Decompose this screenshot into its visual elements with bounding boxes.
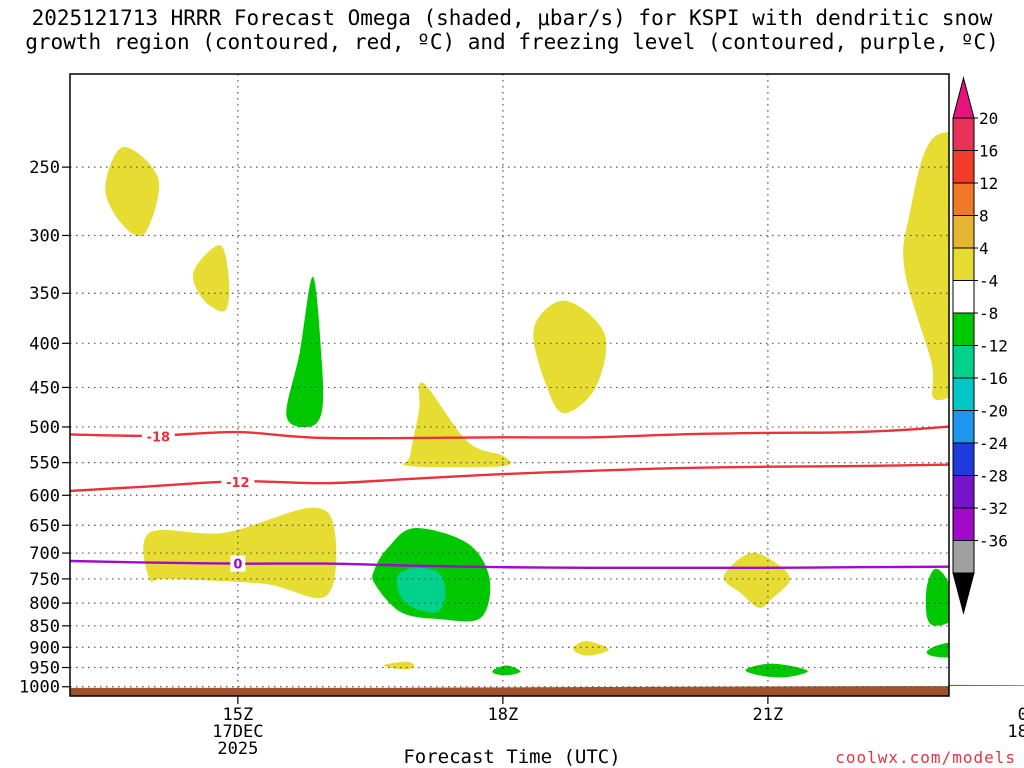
colorbar-box-9 bbox=[952, 377, 975, 411]
colorbar-box-7 bbox=[952, 312, 975, 346]
colorbar-box-10 bbox=[952, 410, 975, 444]
colorbar-box-13 bbox=[952, 507, 975, 541]
x-axis-label: Forecast Time (UTC) bbox=[403, 746, 621, 768]
colorbar-label-12: 12 bbox=[979, 174, 998, 193]
colorbar-label--8: -8 bbox=[979, 304, 998, 323]
omega-region-3 bbox=[286, 276, 324, 428]
y-tick-label-800: 800 bbox=[29, 594, 60, 614]
colorbar-label--4: -4 bbox=[979, 272, 998, 291]
contour-label-bg--12 bbox=[221, 473, 255, 490]
colorbar-label--36: -36 bbox=[979, 532, 1008, 551]
omega-region-7 bbox=[143, 507, 337, 599]
omega-region-12 bbox=[492, 665, 521, 676]
colorbar-label--32: -32 bbox=[979, 499, 1008, 518]
y-tick-label-700: 700 bbox=[29, 544, 60, 564]
colorbar-label--20: -20 bbox=[979, 402, 1008, 421]
x-tick-label-15Z: 15Z bbox=[222, 705, 253, 725]
y-tick-label-1000: 1000 bbox=[19, 678, 60, 698]
omega-region-14 bbox=[745, 663, 808, 678]
colorbar-box-12 bbox=[952, 475, 975, 509]
contour--12 bbox=[70, 463, 949, 493]
colorbar-box-11 bbox=[952, 442, 975, 476]
colorbar-box-5 bbox=[952, 247, 975, 281]
title-line-1: 2025121713 HRRR Forecast Omega (shaded, … bbox=[31, 6, 993, 30]
omega-region-6 bbox=[903, 132, 949, 401]
colorbar-bottom-arrow bbox=[952, 572, 975, 615]
contour--18 bbox=[70, 425, 949, 440]
x-tick-label-2025: 2025 bbox=[217, 739, 258, 759]
colorbar-top-arrow bbox=[952, 76, 975, 119]
colorbar-label-16: 16 bbox=[979, 142, 998, 161]
omega-region-10 bbox=[723, 552, 791, 608]
omega-region-1 bbox=[105, 146, 160, 237]
colorbar-label--24: -24 bbox=[979, 434, 1008, 453]
omega-shading bbox=[105, 132, 949, 678]
omega-region-5 bbox=[533, 300, 607, 414]
omega-region-11 bbox=[383, 661, 415, 670]
colorbar-box-8 bbox=[952, 345, 975, 379]
omega-region-4 bbox=[402, 382, 512, 468]
colorbar-label-8: 8 bbox=[979, 207, 989, 226]
y-tick-label-750: 750 bbox=[29, 570, 60, 590]
y-tick-label-950: 950 bbox=[29, 659, 60, 679]
y-tick-label-600: 600 bbox=[29, 486, 60, 506]
y-axis: 2503003504004505005506006507007508008509… bbox=[19, 158, 70, 698]
x-tick-label-18DEC: 18DEC bbox=[1007, 722, 1024, 742]
chart-title: 2025121713 HRRR Forecast Omega (shaded, … bbox=[0, 6, 1024, 54]
ground-layer bbox=[70, 684, 1024, 696]
y-tick-label-650: 650 bbox=[29, 516, 60, 536]
contour-label-bg-0 bbox=[230, 555, 246, 572]
x-axis: 15Z17DEC202518Z21Z00Z18DEC03Z06Z bbox=[212, 696, 1024, 759]
y-tick-label-900: 900 bbox=[29, 638, 60, 658]
y-tick-label-500: 500 bbox=[29, 418, 60, 438]
contour-0 bbox=[70, 559, 949, 570]
colorbar-box-3 bbox=[952, 182, 975, 216]
colorbar-box-14 bbox=[952, 540, 975, 574]
colorbar-label-20: 20 bbox=[979, 109, 998, 128]
x-tick-label-00Z: 00Z bbox=[1018, 705, 1024, 725]
colorbar-box-4 bbox=[952, 215, 975, 249]
contour-label-0: 0 bbox=[233, 558, 242, 573]
y-tick-label-550: 550 bbox=[29, 454, 60, 474]
colorbar: 20 16 12 8 4 -4 -8 -12 -16 -20 -24 -28 -32 -36 bbox=[952, 76, 1008, 615]
y-tick-label-450: 450 bbox=[29, 378, 60, 398]
y-tick-label-850: 850 bbox=[29, 617, 60, 637]
ground-surface bbox=[70, 684, 1024, 696]
colorbar-label--28: -28 bbox=[979, 467, 1008, 486]
colorbar-label--16: -16 bbox=[979, 369, 1008, 388]
y-tick-label-250: 250 bbox=[29, 158, 60, 178]
omega-region-9 bbox=[396, 568, 446, 613]
omega-region-16 bbox=[926, 642, 949, 658]
contour-label--12: -12 bbox=[226, 476, 250, 491]
contour-label-bg--18 bbox=[141, 428, 175, 445]
colorbar-label-4: 4 bbox=[979, 239, 989, 258]
y-tick-label-350: 350 bbox=[29, 284, 60, 304]
title-line-2: growth region (contoured, red, ºC) and f… bbox=[25, 30, 999, 54]
plot-frame bbox=[69, 73, 950, 697]
omega-region-15 bbox=[925, 568, 949, 626]
contour-label--18: -18 bbox=[147, 431, 171, 446]
credit-link[interactable]: coolwx.com/models bbox=[835, 748, 1016, 767]
x-tick-label-17DEC: 17DEC bbox=[212, 722, 263, 742]
colorbar-box-1 bbox=[952, 117, 975, 151]
x-tick-label-18Z: 18Z bbox=[488, 705, 519, 725]
colorbar-box-6 bbox=[952, 280, 975, 314]
temperature-contours: -18 -12 0 bbox=[70, 425, 949, 573]
colorbar-box-2 bbox=[952, 150, 975, 184]
y-tick-label-400: 400 bbox=[29, 334, 60, 354]
omega-region-2 bbox=[192, 245, 230, 312]
colorbar-label--12: -12 bbox=[979, 337, 1008, 356]
y-tick-label-300: 300 bbox=[29, 226, 60, 246]
grid-lines bbox=[70, 74, 949, 696]
x-tick-label-21Z: 21Z bbox=[753, 705, 784, 725]
omega-region-13 bbox=[573, 640, 609, 656]
